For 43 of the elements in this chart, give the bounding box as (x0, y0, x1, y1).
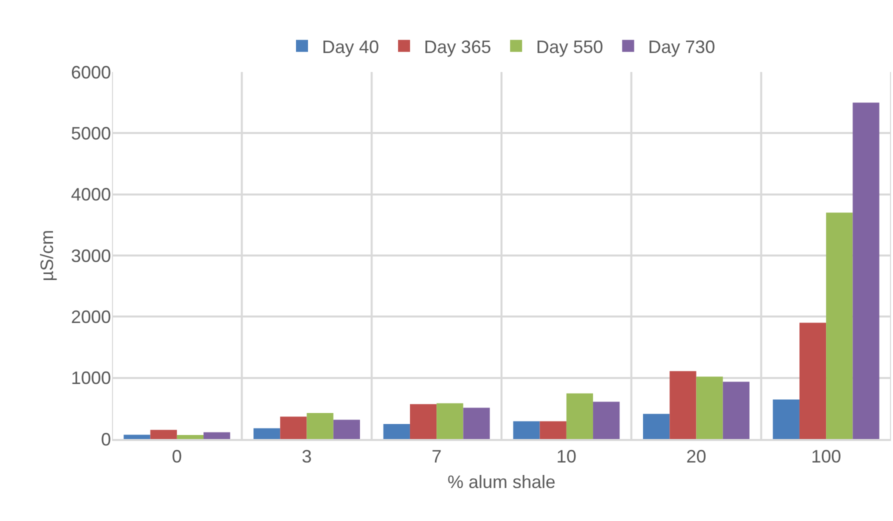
x-axis-title: % alum shale (447, 472, 556, 492)
bar (463, 408, 490, 439)
y-tick-label: 2000 (70, 306, 111, 327)
bar (540, 421, 566, 439)
y-tick-label: 5000 (70, 123, 111, 144)
bar (722, 382, 750, 439)
legend-label: Day 40 (322, 36, 380, 57)
y-tick-label: 0 (100, 429, 111, 450)
bar (176, 435, 204, 439)
bar (124, 434, 150, 439)
bar (410, 404, 437, 439)
bar (852, 102, 880, 439)
bar (799, 322, 826, 439)
bar (670, 371, 696, 439)
bar (383, 424, 410, 439)
x-tick-label: 100 (811, 446, 842, 467)
y-tick-label: 6000 (70, 62, 111, 82)
bar (204, 432, 230, 439)
bar (826, 212, 853, 439)
y-tick-label: 1000 (70, 368, 111, 388)
x-tick-label: 0 (172, 446, 182, 467)
bar (436, 403, 464, 439)
x-tick-label: 10 (556, 446, 576, 467)
y-tick-label: 3000 (70, 246, 111, 266)
bar (333, 420, 360, 439)
legend-label: Day 730 (648, 36, 716, 57)
bar (150, 430, 177, 439)
legend-label: Day 550 (536, 36, 604, 57)
x-tick-label: 7 (432, 446, 442, 467)
x-tick-label: 3 (302, 446, 312, 467)
bar (280, 416, 307, 439)
bar (254, 428, 280, 439)
y-axis-title: µS/cm (37, 230, 58, 282)
bar (513, 421, 540, 439)
y-tick-label: 4000 (70, 184, 111, 205)
bar (643, 414, 670, 439)
x-tick-label: 20 (686, 446, 706, 467)
bar (566, 393, 594, 439)
bar (696, 376, 723, 439)
bar (593, 402, 620, 439)
legend-label: Day 365 (424, 36, 492, 57)
bar (306, 413, 334, 439)
bar (772, 400, 800, 439)
